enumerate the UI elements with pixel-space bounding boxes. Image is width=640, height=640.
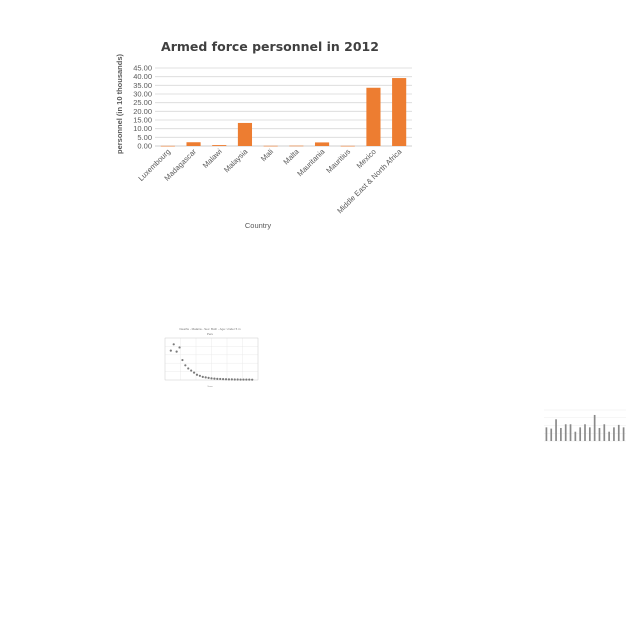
y-tick-label: 45.00 bbox=[133, 64, 152, 73]
x-tick-label: Malawi bbox=[201, 147, 224, 170]
bar bbox=[160, 145, 175, 147]
y-tick-label: 25.00 bbox=[133, 98, 152, 107]
scatter-point bbox=[187, 367, 190, 370]
scatter-point bbox=[181, 358, 184, 362]
y-axis-label: personnel (in 10 thousands) bbox=[115, 53, 124, 154]
scatter-point bbox=[192, 371, 196, 374]
bar bbox=[237, 122, 253, 146]
y-tick-label: 5.00 bbox=[137, 133, 152, 142]
scatter-title-line-1: Deaths - Malaria - Sex: Both - Age: Unde… bbox=[179, 327, 240, 331]
scatter-point bbox=[207, 376, 210, 379]
bar bbox=[392, 78, 407, 146]
plot-frame bbox=[164, 337, 259, 381]
scatter-point bbox=[184, 364, 187, 367]
scatter-point bbox=[169, 349, 172, 352]
bar bbox=[569, 424, 572, 441]
bar bbox=[603, 424, 606, 441]
bar bbox=[550, 428, 553, 441]
y-tick-label: 30.00 bbox=[133, 90, 152, 99]
bar bbox=[186, 142, 201, 146]
bar bbox=[564, 424, 567, 441]
scatter-point bbox=[251, 378, 254, 381]
scatter-point bbox=[175, 350, 178, 353]
scatter-point bbox=[236, 378, 239, 381]
scatter-point bbox=[233, 378, 236, 381]
bar bbox=[545, 427, 548, 441]
x-tick-label: Mauritania bbox=[295, 146, 327, 178]
scatter-point bbox=[198, 374, 201, 377]
y-tick-label: 20.00 bbox=[133, 107, 152, 116]
scatter-chart-thumbnail: Deaths - Malaria - Sex: Both - Age: Unde… bbox=[164, 327, 259, 388]
scatter-point bbox=[210, 377, 213, 380]
scatter-point bbox=[204, 376, 207, 379]
scatter-point bbox=[227, 378, 231, 381]
y-tick-label: 10.00 bbox=[133, 124, 152, 133]
chart-title: Armed force personnel in 2012 bbox=[161, 39, 379, 54]
bar bbox=[584, 424, 586, 441]
bar bbox=[314, 142, 330, 146]
x-tick-label: Malaysia bbox=[222, 146, 250, 174]
y-tick-label: 15.00 bbox=[133, 116, 152, 125]
x-tick-label: Mauritius bbox=[324, 147, 352, 175]
bar bbox=[622, 427, 625, 441]
y-tick-label: 0.00 bbox=[137, 142, 152, 151]
scatter-point bbox=[216, 377, 219, 380]
x-tick-label: Mali bbox=[259, 147, 275, 163]
scatter-point bbox=[239, 378, 242, 381]
scatter-point bbox=[190, 369, 193, 372]
scatter-point bbox=[213, 377, 216, 380]
bar bbox=[555, 419, 557, 441]
mini-bar-chart-thumbnail bbox=[544, 409, 626, 442]
scatter-title-line-2: Peru bbox=[207, 332, 214, 336]
bar bbox=[613, 427, 615, 441]
bar bbox=[574, 431, 577, 441]
bar bbox=[617, 424, 620, 441]
scatter-x-label: Years bbox=[207, 385, 213, 388]
scatter-point bbox=[230, 378, 233, 381]
scatter-point bbox=[245, 378, 248, 381]
bar bbox=[593, 414, 596, 441]
scatter-point bbox=[178, 346, 181, 349]
bar bbox=[588, 427, 591, 441]
scatter-point bbox=[172, 343, 175, 346]
bar bbox=[366, 87, 381, 146]
bar bbox=[289, 145, 304, 147]
bar bbox=[608, 431, 610, 441]
scatter-point bbox=[242, 378, 245, 381]
bar bbox=[263, 145, 278, 147]
y-tick-label: 35.00 bbox=[133, 81, 152, 90]
scatter-point bbox=[224, 378, 228, 381]
scatter-point bbox=[195, 373, 199, 376]
bar bbox=[340, 145, 355, 147]
main-bar-chart: Armed force personnel in 2012 personnel … bbox=[115, 39, 412, 230]
scatter-point bbox=[219, 377, 222, 381]
y-tick-label: 40.00 bbox=[133, 72, 152, 81]
x-axis-label: Country bbox=[245, 221, 272, 230]
scatter-point bbox=[248, 378, 251, 381]
bar bbox=[598, 427, 601, 441]
x-tick-label: Mexico bbox=[355, 147, 378, 170]
bar bbox=[579, 427, 582, 441]
bar bbox=[560, 427, 562, 441]
scatter-point bbox=[222, 378, 225, 381]
scatter-point bbox=[201, 375, 204, 378]
bar bbox=[212, 145, 227, 146]
x-tick-label: Malta bbox=[281, 146, 301, 166]
